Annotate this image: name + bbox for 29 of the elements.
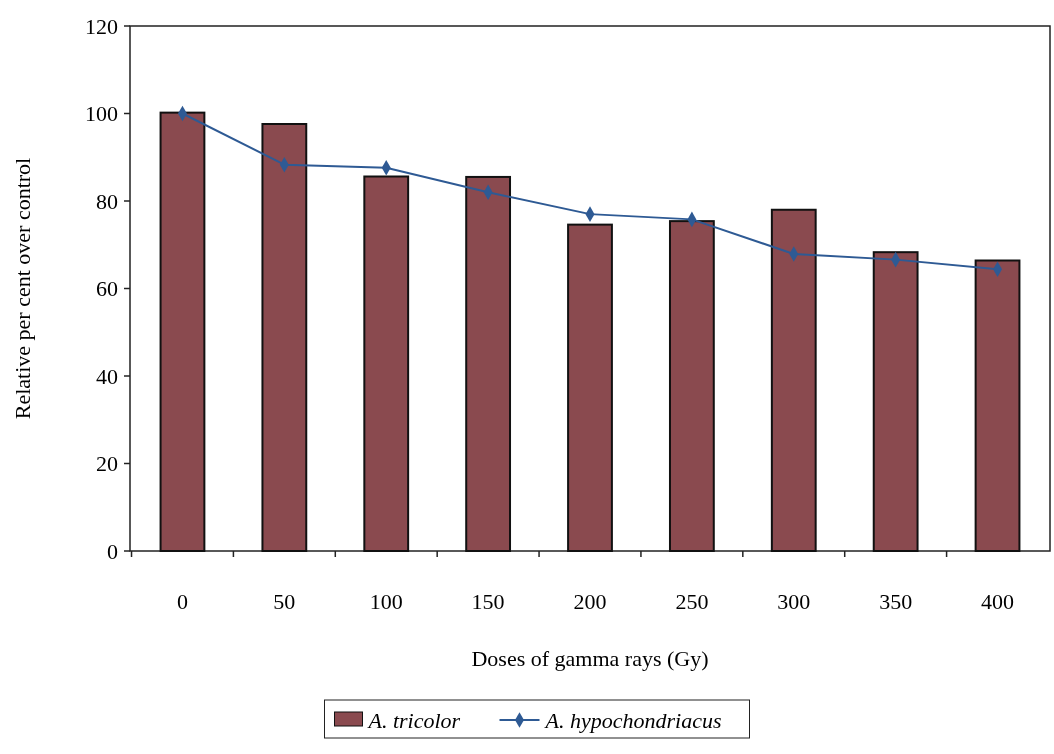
x-tick-label: 0	[176, 589, 188, 614]
x-tick-label: 300	[777, 589, 811, 614]
x-axis-title: Doses of gamma rays (Gy)	[471, 646, 709, 671]
y-tick-label: 100	[85, 101, 118, 127]
x-tick-label: 200	[573, 589, 607, 614]
y-tick-label: 0	[107, 538, 118, 564]
x-tick-label: 400	[981, 589, 1015, 614]
x-tick-label: 350	[879, 589, 913, 614]
bar	[872, 251, 919, 552]
y-tick-label: 80	[96, 188, 118, 214]
x-tick-label: 100	[369, 589, 403, 614]
bar	[770, 208, 817, 552]
x-tick-label: 150	[471, 589, 505, 614]
bar	[261, 123, 308, 552]
legend-label: A. hypochondriacus	[543, 707, 722, 733]
y-tick-label: 40	[96, 363, 118, 389]
bar	[363, 175, 410, 552]
bar	[668, 220, 715, 552]
bar	[567, 223, 613, 552]
y-tick-label: 120	[85, 13, 118, 39]
bar	[465, 175, 512, 552]
y-axis-title: Relative per cent over control	[10, 157, 35, 420]
x-tick-label: 50	[273, 589, 296, 614]
bar	[159, 111, 206, 552]
y-tick-label: 20	[96, 451, 118, 477]
x-tick-label: 250	[675, 589, 709, 614]
y-tick-label: 60	[96, 276, 118, 302]
legend-label: A. tricolor	[366, 707, 461, 733]
bar	[974, 259, 1021, 552]
